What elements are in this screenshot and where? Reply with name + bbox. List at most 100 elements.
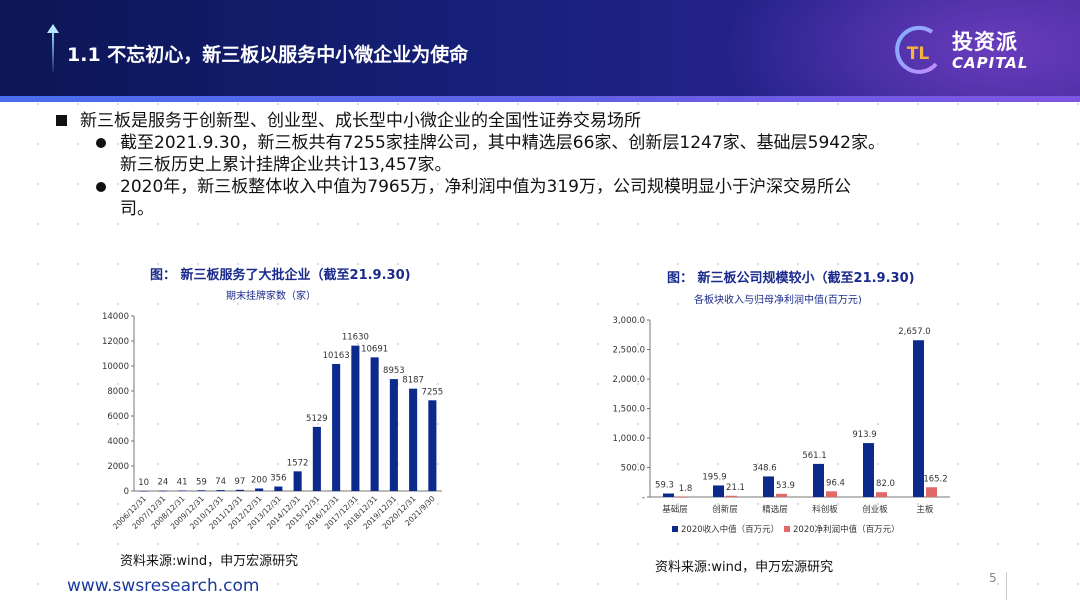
chart1-y-tick-label: 2000: [107, 462, 129, 472]
chart1-bar: [255, 488, 264, 491]
chart2-y-tick-label: 3,000.0: [613, 316, 645, 326]
chart1-data-label: 10: [138, 478, 149, 488]
chart2-x-tick-label: 主板: [916, 504, 934, 515]
bullet-sub-1: 截至2021.9.30，新三板共有7255家挂牌公司，其中精选层66家、创新层1…: [56, 132, 1036, 176]
chart1-data-label: 24: [157, 478, 168, 488]
chart1-source: 资料来源:wind，申万宏源研究: [120, 554, 299, 569]
chart1-bar-chart: 02000400060008000100001200014000102006/1…: [102, 312, 443, 531]
chart1-data-label: 1572: [287, 458, 309, 468]
chart1-data-label: 200: [251, 476, 267, 486]
arrow-trail: [52, 32, 54, 72]
chart2-revenue-bar: [763, 476, 774, 497]
chart2-profit-label: 53.9: [776, 481, 795, 491]
logo-mark-icon: TL: [895, 25, 938, 74]
chart1-y-tick-label: 6000: [107, 412, 129, 422]
chart1-bar: [274, 486, 283, 491]
bullet-sub-2-line-1: 2020年，新三板整体收入中值为7965万，净利润中值为319万，公司规模明显小…: [120, 177, 851, 197]
chart2-y-tick-label: -: [642, 493, 645, 503]
bullet-list: 新三板是服务于创新型、创业型、成长型中小微企业的全国性证券交易场所 截至2021…: [56, 110, 1036, 220]
chart1-bar: [332, 363, 341, 491]
chart2-y-tick-label: 1,000.0: [613, 434, 645, 444]
chart2-bar-chart: - 500.0 1,000.0 1,500.0 2,000.0 2,500.0 3,000.…: [613, 316, 950, 535]
chart2-x-tick-label: 科创板: [812, 504, 838, 515]
chart1-y-tick-label: 4000: [107, 437, 129, 447]
chart2-profit-bar: [676, 496, 687, 498]
page-title: 1.1 不忘初心，新三板以服务中小微企业为使命: [67, 44, 469, 66]
chart1-y-tick-label: 0: [124, 487, 129, 497]
chart2-x-tick-label: 创新层: [712, 504, 738, 515]
chart2-revenue-bar: [863, 443, 874, 497]
chart2-x-tick-label: 精选层: [762, 504, 788, 515]
chart2-legend-swatch: [672, 526, 678, 532]
chart1-bar: [197, 490, 206, 491]
chart2-legend-swatch: [784, 526, 790, 532]
chart2-revenue-label: 348.6: [752, 463, 776, 473]
chart1-data-label: 356: [270, 474, 286, 484]
square-bullet-icon: [56, 115, 67, 126]
website-link[interactable]: www.swsresearch.com: [67, 576, 260, 596]
arrow-up-icon: [47, 24, 59, 33]
chart2-revenue-bar: [913, 340, 924, 497]
chart1-bar: [293, 471, 302, 491]
logo-mark-text: TL: [907, 44, 930, 64]
chart2-legend-label: 2020收入中值（百万元）: [681, 524, 779, 535]
bullet-sub-1-line-1: 截至2021.9.30，新三板共有7255家挂牌公司，其中精选层66家、创新层1…: [120, 133, 885, 153]
chart2-revenue-label: 59.3: [655, 481, 674, 491]
bullet-sub-1-line-2: 新三板历史上累计挂牌企业共计13,457家。: [120, 155, 452, 175]
chart2-revenue-label: 913.9: [852, 430, 876, 440]
chart2-title: 图： 新三板公司规模较小（截至21.9.30): [667, 271, 915, 286]
chart2-source: 资料来源:wind，申万宏源研究: [655, 560, 834, 575]
chart2-y-tick-label: 2,500.0: [613, 346, 645, 356]
chart2-revenue-bar: [813, 463, 824, 497]
chart2-profit-label: 21.1: [726, 483, 745, 493]
chart1-bar: [389, 379, 398, 491]
bullet-main: 新三板是服务于创新型、创业型、成长型中小微企业的全国性证券交易场所: [56, 110, 1036, 132]
chart1-data-label: 59: [196, 477, 207, 487]
chart1-bar: [370, 357, 379, 491]
chart2-profit-bar: [726, 495, 737, 497]
chart2-y-tick-label: 500.0: [621, 464, 645, 474]
company-logo: TL 投资派 CAPITAL: [888, 22, 1038, 80]
chart1-bar: [235, 489, 244, 491]
bullet-main-text: 新三板是服务于创新型、创业型、成长型中小微企业的全国性证券交易场所: [80, 111, 641, 131]
chart2-subtitle: 各板块收入与归母净利润中值(百万元): [694, 295, 862, 306]
logo-cn: 投资派: [952, 30, 1018, 54]
chart2-profit-label: 96.4: [826, 478, 845, 488]
chart2-revenue-label: 2,657.0: [898, 327, 930, 337]
chart2-profit-bar: [776, 493, 787, 497]
chart1-bar: [428, 400, 437, 491]
dot-grid-background: [0, 102, 1080, 608]
chart1-bar: [312, 426, 321, 491]
chart2-x-tick-label: 基础层: [662, 504, 688, 515]
chart1-bar: [351, 345, 360, 491]
header-light-streak: [0, 96, 1080, 102]
chart1-data-label: 10163: [323, 351, 350, 361]
page-divider: [1006, 572, 1007, 600]
chart1-y-tick-label: 14000: [102, 312, 129, 322]
chart1-title: 图： 新三板服务了大批企业（截至21.9.30): [150, 268, 411, 283]
chart2-y-tick-label: 2,000.0: [613, 375, 645, 385]
chart1-y-tick-label: 12000: [102, 337, 129, 347]
chart2-revenue-label: 195.9: [702, 472, 726, 482]
chart1-data-label: 97: [234, 477, 245, 487]
chart2-profit-label: 82.0: [876, 479, 895, 489]
chart2-profit-label: 165.2: [923, 474, 947, 484]
chart1-y-tick-label: 8000: [107, 387, 129, 397]
chart1-data-label: 74: [215, 477, 226, 487]
page-number: 5: [989, 571, 997, 585]
chart2-x-tick-label: 创业板: [862, 504, 888, 515]
chart1-data-label: 8953: [383, 366, 405, 376]
chart1-bar: [158, 490, 167, 492]
header-glow: [700, 0, 1080, 102]
circle-bullet-icon: [96, 138, 106, 148]
chart1-bar: [409, 388, 418, 491]
chart2-profit-bar: [876, 492, 887, 497]
chart2-profit-bar: [826, 491, 837, 497]
chart2-revenue-bar: [713, 485, 724, 497]
chart2-profit-label: 1.8: [679, 484, 693, 494]
header-banner: 1.1 不忘初心，新三板以服务中小微企业为使命 TL 投资派 CAPITAL: [0, 0, 1080, 102]
chart1-subtitle: 期末挂牌家数（家）: [226, 291, 316, 302]
chart1-data-label: 10691: [361, 344, 388, 354]
bullet-sub-2-line-2: 司。: [120, 199, 154, 219]
chart1-bar: [216, 490, 225, 491]
